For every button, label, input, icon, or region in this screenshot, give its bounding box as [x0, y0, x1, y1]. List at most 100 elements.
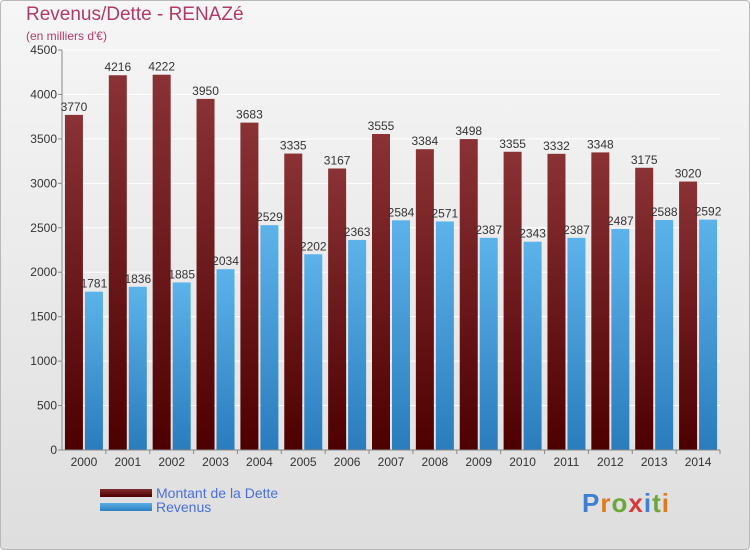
data-label-dette: 3348: [587, 137, 614, 151]
bar-dette: [591, 152, 610, 450]
y-tick-label: 3500: [30, 132, 57, 146]
bar-revenus: [655, 219, 674, 450]
legend-swatch-dette: [100, 489, 152, 497]
bar-dette: [64, 114, 83, 450]
data-label-revenus: 2588: [651, 205, 678, 219]
legend-label-dette: Montant de la Dette: [156, 485, 279, 501]
data-label-revenus: 2363: [344, 225, 371, 239]
data-label-dette: 3020: [675, 167, 702, 181]
bar-revenus: [348, 239, 367, 450]
bar-revenus: [699, 219, 718, 450]
x-tick-label: 2005: [290, 455, 317, 469]
data-label-dette: 3355: [499, 137, 526, 151]
y-tick-label: 4500: [30, 43, 57, 57]
legend-label-revenus: Revenus: [156, 499, 212, 515]
bar-dette: [328, 168, 347, 450]
data-label-dette: 3770: [61, 100, 88, 114]
bar-revenus: [260, 225, 279, 450]
bar-dette: [459, 139, 478, 451]
proxiti-logo: Proxiti: [582, 488, 670, 518]
x-tick-label: 2013: [641, 455, 668, 469]
bar-revenus: [128, 286, 147, 450]
legend: Montant de la Dette Revenus: [100, 485, 279, 515]
bar-dette: [503, 151, 522, 450]
x-tick-label: 2000: [71, 455, 98, 469]
bar-dette: [196, 98, 215, 450]
data-label-dette: 3332: [543, 139, 570, 153]
data-label-revenus: 1781: [81, 277, 108, 291]
legend-item-dette: Montant de la Dette: [100, 485, 279, 501]
bar-dette: [240, 122, 259, 450]
data-label-revenus: 2529: [256, 210, 283, 224]
bar-revenus: [172, 282, 191, 450]
data-label-revenus: 2343: [519, 227, 546, 241]
y-tick-label: 3000: [30, 176, 57, 190]
bar-revenus: [523, 241, 542, 450]
data-label-dette: 3683: [236, 108, 263, 122]
data-label-dette: 3175: [631, 153, 658, 167]
bar-dette: [108, 75, 127, 450]
bar-revenus: [216, 269, 235, 450]
bar-dette: [635, 167, 654, 450]
data-label-dette: 3498: [455, 124, 482, 138]
x-tick-label: 2012: [597, 455, 624, 469]
data-label-revenus: 1836: [124, 272, 151, 286]
data-label-revenus: 2034: [212, 254, 239, 268]
y-tick-label: 1000: [30, 354, 57, 368]
x-tick-label: 2011: [554, 455, 580, 469]
bar-dette: [547, 153, 566, 451]
data-label-dette: 4216: [104, 60, 131, 74]
data-label-dette: 3555: [368, 119, 395, 133]
x-tick-label: 2008: [422, 455, 449, 469]
x-tick-label: 2004: [246, 455, 273, 469]
legend-swatch-revenus: [100, 503, 152, 511]
data-label-revenus: 2571: [432, 206, 459, 220]
data-label-dette: 3384: [412, 134, 439, 148]
data-label-dette: 3335: [280, 139, 307, 153]
y-tick-label: 2500: [30, 221, 57, 235]
bar-revenus: [479, 237, 498, 450]
y-tick-label: 2000: [30, 265, 57, 279]
data-label-revenus: 2487: [607, 214, 634, 228]
data-label-revenus: 2592: [695, 205, 722, 219]
bar-revenus: [84, 291, 103, 450]
bar-revenus: [611, 228, 630, 450]
bar-revenus: [567, 237, 586, 450]
data-label-revenus: 1885: [168, 267, 195, 281]
data-label-revenus: 2387: [475, 223, 502, 237]
y-tick-label: 0: [50, 443, 57, 457]
data-label-revenus: 2202: [300, 239, 327, 253]
x-tick-label: 2001: [114, 455, 141, 469]
bar-dette: [679, 181, 698, 451]
data-label-revenus: 2584: [388, 205, 415, 219]
bar-dette: [152, 74, 171, 450]
data-label-revenus: 2387: [563, 223, 590, 237]
y-tick-label: 4000: [30, 87, 57, 101]
data-label-dette: 4222: [148, 60, 175, 74]
chart-title: Revenus/Dette - RENAZé: [26, 4, 244, 25]
x-tick-label: 2007: [378, 455, 405, 469]
data-label-dette: 3950: [192, 84, 219, 98]
y-tick-label: 1500: [30, 310, 57, 324]
y-tick-label: 500: [37, 399, 57, 413]
bar-revenus: [392, 220, 410, 450]
bar-revenus: [304, 254, 323, 450]
grid-lines: [62, 49, 720, 451]
y-axis: 0 500 1000 1500 2000 2500 3000 3500 4000 4500: [30, 43, 63, 457]
legend-item-revenus: Revenus: [100, 499, 278, 515]
chart-subtitle: (en milliers d'€): [26, 29, 107, 43]
bars: 3770 1781 4216 1836 4222 1885 3950 2034 3683 2529…: [61, 60, 722, 451]
x-tick-label: 2002: [158, 455, 185, 469]
x-tick-label: 2003: [202, 455, 229, 469]
bar-revenus: [435, 221, 454, 450]
x-tick-label: 2006: [334, 455, 361, 469]
x-tick-label: 2009: [465, 455, 492, 469]
bar-dette: [284, 153, 303, 451]
data-label-dette: 3167: [324, 153, 351, 167]
bar-dette: [372, 134, 390, 450]
bar-dette: [415, 149, 434, 450]
x-axis: 2000 2001 2002 2003 2004 2005 2006 2007 2008 2009…: [62, 449, 721, 469]
x-tick-label: 2010: [509, 455, 536, 469]
x-tick-label: 2014: [685, 455, 712, 469]
